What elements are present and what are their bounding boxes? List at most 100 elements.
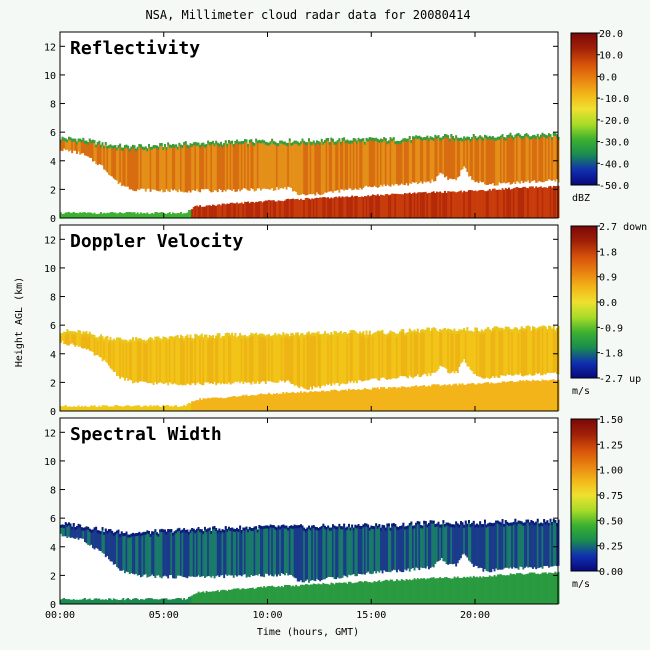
cloud-column [61,136,64,152]
low-layer-column [274,393,277,411]
low-layer-column [538,381,541,411]
low-layer-column [274,201,277,218]
low-layer-column [447,577,450,604]
cloud-top-edge [152,145,155,149]
low-layer-column [250,587,253,604]
low-layer-column [221,203,224,218]
cloud-column [240,335,243,382]
cloud-top-edge [444,524,446,528]
cloud-top-edge [151,146,154,150]
cloud-top-edge [522,328,525,332]
cloud-column [404,138,406,186]
cloud-column [140,144,142,189]
cloud-column [152,531,155,577]
low-layer-column [540,381,542,411]
cloud-top-edge [255,526,258,530]
low-layer-column [527,573,530,604]
cloud-column [191,144,194,191]
low-layer-column [191,401,194,411]
cloud-column [168,144,171,192]
cloud-top-edge [434,524,437,528]
cloud-top-edge [253,334,256,338]
cloud-top-edge [208,335,211,338]
low-layer-column [165,213,168,218]
low-layer-column [250,201,253,218]
low-layer-column [316,197,318,218]
cloud-column [303,527,306,583]
cloud-top-edge [472,520,475,524]
cloud-top-edge [548,325,550,329]
cloud-top-edge [279,526,282,530]
cloud-top-edge [258,333,261,337]
cloud-column [360,138,363,190]
cloud-column [298,335,301,389]
cloud-column [452,330,454,372]
cloud-column [498,136,501,183]
cloud-top-edge [400,139,403,143]
cloud-column [84,140,86,156]
low-layer-column [256,202,259,218]
low-layer-column [135,598,138,604]
cloud-column [524,328,526,376]
cloud-column [386,333,389,380]
cloud-top-edge [114,339,117,343]
cloud-top-edge [223,143,226,146]
cloud-column [268,334,270,382]
cloud-top-edge [140,338,142,342]
cloud-column [548,325,550,373]
cloud-top-edge [492,328,494,332]
cloud-top-edge [540,134,542,138]
low-layer-column [336,390,339,411]
low-layer-column [208,398,211,411]
cloud-column [160,143,163,190]
cloud-top-edge [186,144,189,148]
low-layer-column [229,589,232,604]
cloud-top-edge [546,329,549,332]
cloud-top-edge [544,134,547,138]
cloud-column [197,336,200,383]
cloud-column [63,137,66,149]
low-layer-column [109,406,112,411]
cloud-column [324,525,326,580]
low-layer-column [189,596,192,604]
low-layer-column [157,212,160,218]
cloud-column [213,143,216,191]
cloud-column [159,143,162,192]
low-layer-column [436,384,438,411]
cloud-top-edge [120,339,123,343]
cloud-column [271,525,274,577]
cloud-top-edge [304,529,307,533]
low-layer-column [333,197,336,218]
low-layer-column [485,382,488,411]
cloud-column [90,334,93,352]
cloud-top-edge [544,521,547,525]
cloud-column [168,336,171,383]
low-layer-column [492,383,494,411]
low-layer-column [74,406,77,411]
low-layer-column [341,389,344,411]
low-layer-column [437,384,440,411]
low-layer-column [119,212,122,218]
cloud-top-edge [516,133,518,137]
low-layer-column [557,185,560,218]
cloud-top-edge [312,140,315,144]
cloud-column [472,520,475,567]
low-layer-column [468,383,470,411]
low-layer-column [484,577,486,604]
x-tick-label: 10:00 [252,610,282,621]
low-layer-column [280,200,283,218]
low-layer-column [168,406,171,411]
low-layer-column [338,196,341,218]
cloud-top-edge [64,332,67,335]
cloud-column [191,338,194,384]
cloud-top-edge [180,530,182,534]
cloud-column [261,526,264,577]
low-layer-column [213,397,216,411]
cloud-top-edge [492,523,494,527]
low-layer-column [143,405,146,411]
cloud-top-edge [210,141,213,145]
cloud-column [186,529,189,579]
low-layer-column [357,581,360,604]
cloud-column [248,139,251,191]
low-layer-column [439,385,442,411]
